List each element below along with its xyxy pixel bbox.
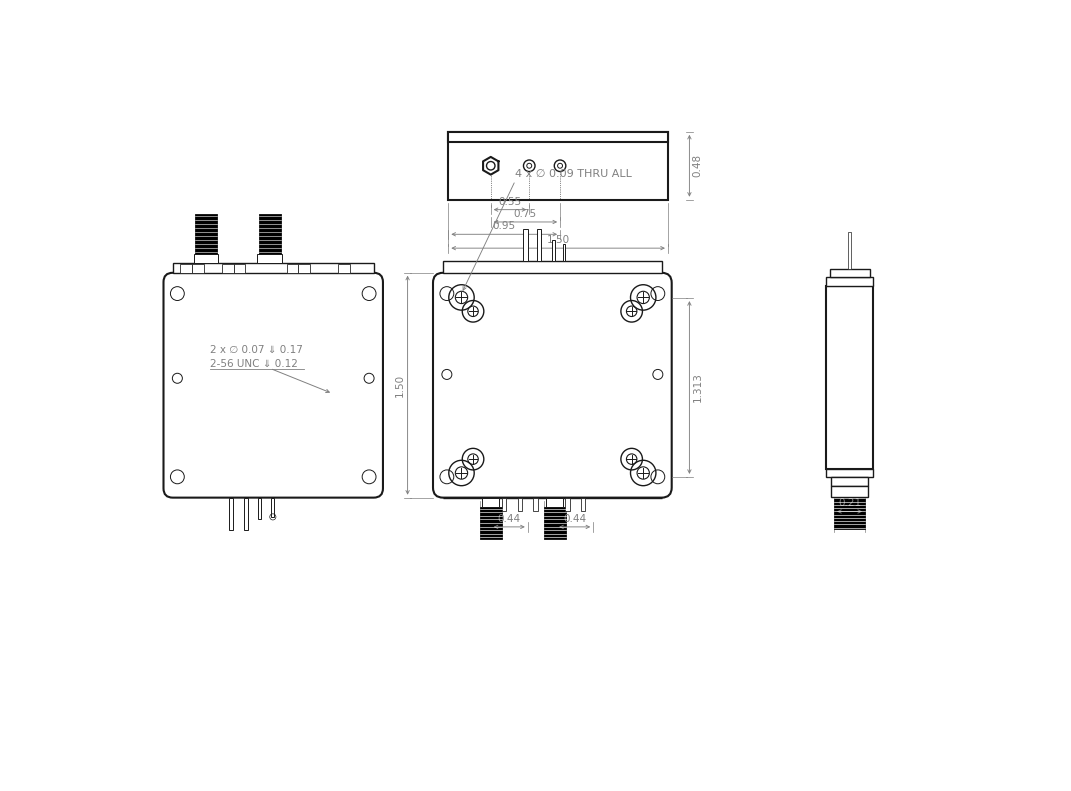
Bar xyxy=(565,498,570,512)
Text: 0.95: 0.95 xyxy=(493,221,516,231)
Bar xyxy=(449,132,668,199)
Bar xyxy=(192,263,203,273)
Text: 1.313: 1.313 xyxy=(693,373,703,403)
Bar xyxy=(338,263,350,273)
Bar xyxy=(449,132,668,142)
Bar xyxy=(501,498,507,512)
Text: 2 x ∅ 0.07 ⇓ 0.17: 2 x ∅ 0.07 ⇓ 0.17 xyxy=(210,345,303,355)
Bar xyxy=(826,469,874,477)
Text: 1.50: 1.50 xyxy=(394,373,405,397)
Bar xyxy=(546,498,563,507)
Bar xyxy=(287,263,298,273)
Bar xyxy=(233,263,245,273)
Bar xyxy=(831,486,869,497)
Bar xyxy=(194,254,218,263)
Bar xyxy=(826,286,874,469)
Text: 0.55: 0.55 xyxy=(498,197,522,206)
Bar xyxy=(257,254,282,263)
Bar xyxy=(524,229,528,261)
Bar xyxy=(826,277,874,286)
Bar xyxy=(848,232,851,269)
Bar xyxy=(580,498,586,512)
Text: 0.21: 0.21 xyxy=(838,498,861,509)
Bar xyxy=(482,498,499,507)
Text: 0.44: 0.44 xyxy=(498,514,521,524)
FancyBboxPatch shape xyxy=(433,273,672,498)
Text: 4 x ∅ 0.09 THRU ALL: 4 x ∅ 0.09 THRU ALL xyxy=(515,168,632,179)
Bar xyxy=(834,497,865,529)
Bar xyxy=(831,477,869,486)
Text: 1.50: 1.50 xyxy=(546,235,570,245)
Bar xyxy=(830,269,870,277)
Bar xyxy=(172,263,374,273)
Text: 0.75: 0.75 xyxy=(514,209,537,219)
Text: 2-56 UNC ⇓ 0.12: 2-56 UNC ⇓ 0.12 xyxy=(210,359,298,369)
Bar xyxy=(229,498,233,530)
Bar xyxy=(298,263,310,273)
Bar xyxy=(552,240,555,261)
Bar xyxy=(544,507,565,539)
Bar xyxy=(244,498,248,530)
Bar xyxy=(271,498,274,517)
Bar xyxy=(259,214,281,254)
Bar xyxy=(443,261,662,273)
Bar xyxy=(517,498,523,512)
Text: 0.48: 0.48 xyxy=(693,154,703,177)
Bar xyxy=(480,507,502,539)
Bar xyxy=(222,263,233,273)
Bar xyxy=(563,244,565,261)
Bar xyxy=(180,263,192,273)
Bar xyxy=(195,214,216,254)
FancyBboxPatch shape xyxy=(164,273,383,498)
Text: 0.44: 0.44 xyxy=(563,514,586,524)
Bar xyxy=(538,229,541,261)
Bar xyxy=(533,498,538,512)
Bar xyxy=(258,498,261,519)
